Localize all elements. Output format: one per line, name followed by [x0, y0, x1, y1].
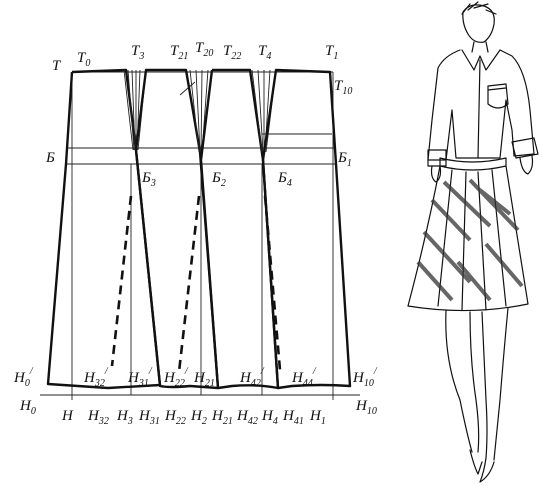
pattern-outline [46, 68, 352, 390]
figure-placket [477, 59, 481, 159]
label-T4: T4 [258, 43, 271, 62]
dash-line-2 [177, 195, 201, 373]
figure-hair [461, 1, 497, 15]
dart-20 [189, 69, 209, 153]
figure-head [462, 4, 495, 43]
label-H4: H4 [261, 408, 278, 427]
figure-shirt [427, 49, 535, 161]
dart-4 [251, 69, 277, 153]
panel-back [261, 68, 352, 390]
label-T3: T3 [131, 43, 144, 62]
figure-left-leg [445, 309, 480, 453]
figure-left-cuff [427, 149, 447, 167]
label-H42: H42 [236, 408, 258, 427]
figure-pocket [487, 83, 509, 109]
figure-right-shoe [479, 457, 495, 483]
figure-collar [461, 49, 501, 71]
figure-belt [439, 157, 507, 171]
label-T: T [52, 58, 62, 74]
figure-right-cuff [511, 137, 539, 159]
label-H32-prime: H32/ [83, 366, 109, 389]
label-H3: H3 [116, 408, 133, 427]
dash-line-1 [110, 195, 133, 367]
label-H41: H41 [282, 408, 304, 427]
figure-left-hand [430, 165, 442, 183]
label-T0: T0 [77, 50, 90, 69]
label-H0-prime: H0/ [13, 366, 34, 389]
label-H: H [61, 408, 74, 424]
figure-skirt-seams [437, 169, 507, 311]
label-H10: H10 [355, 398, 377, 417]
label-B2: Б2 [211, 170, 226, 189]
label-T21: T21 [170, 43, 188, 62]
label-H1: H1 [309, 408, 326, 427]
label-H10-prime: H10/ [352, 366, 378, 389]
label-B3: Б3 [141, 170, 156, 189]
label-H2: H2 [190, 408, 207, 427]
label-T1: T1 [325, 43, 338, 62]
label-H32: H32 [87, 408, 109, 427]
figure-right-leg [481, 307, 509, 461]
construction-grid [40, 71, 360, 400]
fashion-figure-illustration [407, 1, 539, 483]
label-T22: T22 [223, 43, 241, 62]
figure-right-hand [519, 155, 534, 175]
figure-skirt-stripes [416, 178, 524, 302]
dart-3 [123, 69, 147, 151]
label-T20: T20 [195, 40, 213, 59]
label-B: Б [45, 150, 55, 166]
figure-pocket-flap [487, 87, 507, 91]
figure-left-shoe [469, 449, 483, 475]
dart-mark [179, 81, 196, 96]
label-T10: T10 [334, 78, 352, 97]
label-B4: Б4 [277, 170, 292, 189]
label-H0: H0 [19, 398, 36, 417]
label-B1: Б1 [337, 150, 352, 169]
label-H22: H22 [164, 408, 186, 427]
label-H31: H31 [138, 408, 160, 427]
figure-neck [471, 41, 489, 53]
label-H21: H21 [211, 408, 233, 427]
